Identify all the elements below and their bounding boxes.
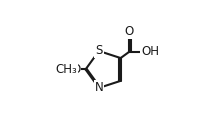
- Text: N: N: [95, 81, 103, 94]
- Text: O: O: [71, 63, 80, 76]
- Text: O: O: [125, 25, 134, 38]
- Text: OH: OH: [141, 45, 159, 58]
- Text: CH₃: CH₃: [55, 63, 77, 76]
- Text: S: S: [95, 44, 103, 57]
